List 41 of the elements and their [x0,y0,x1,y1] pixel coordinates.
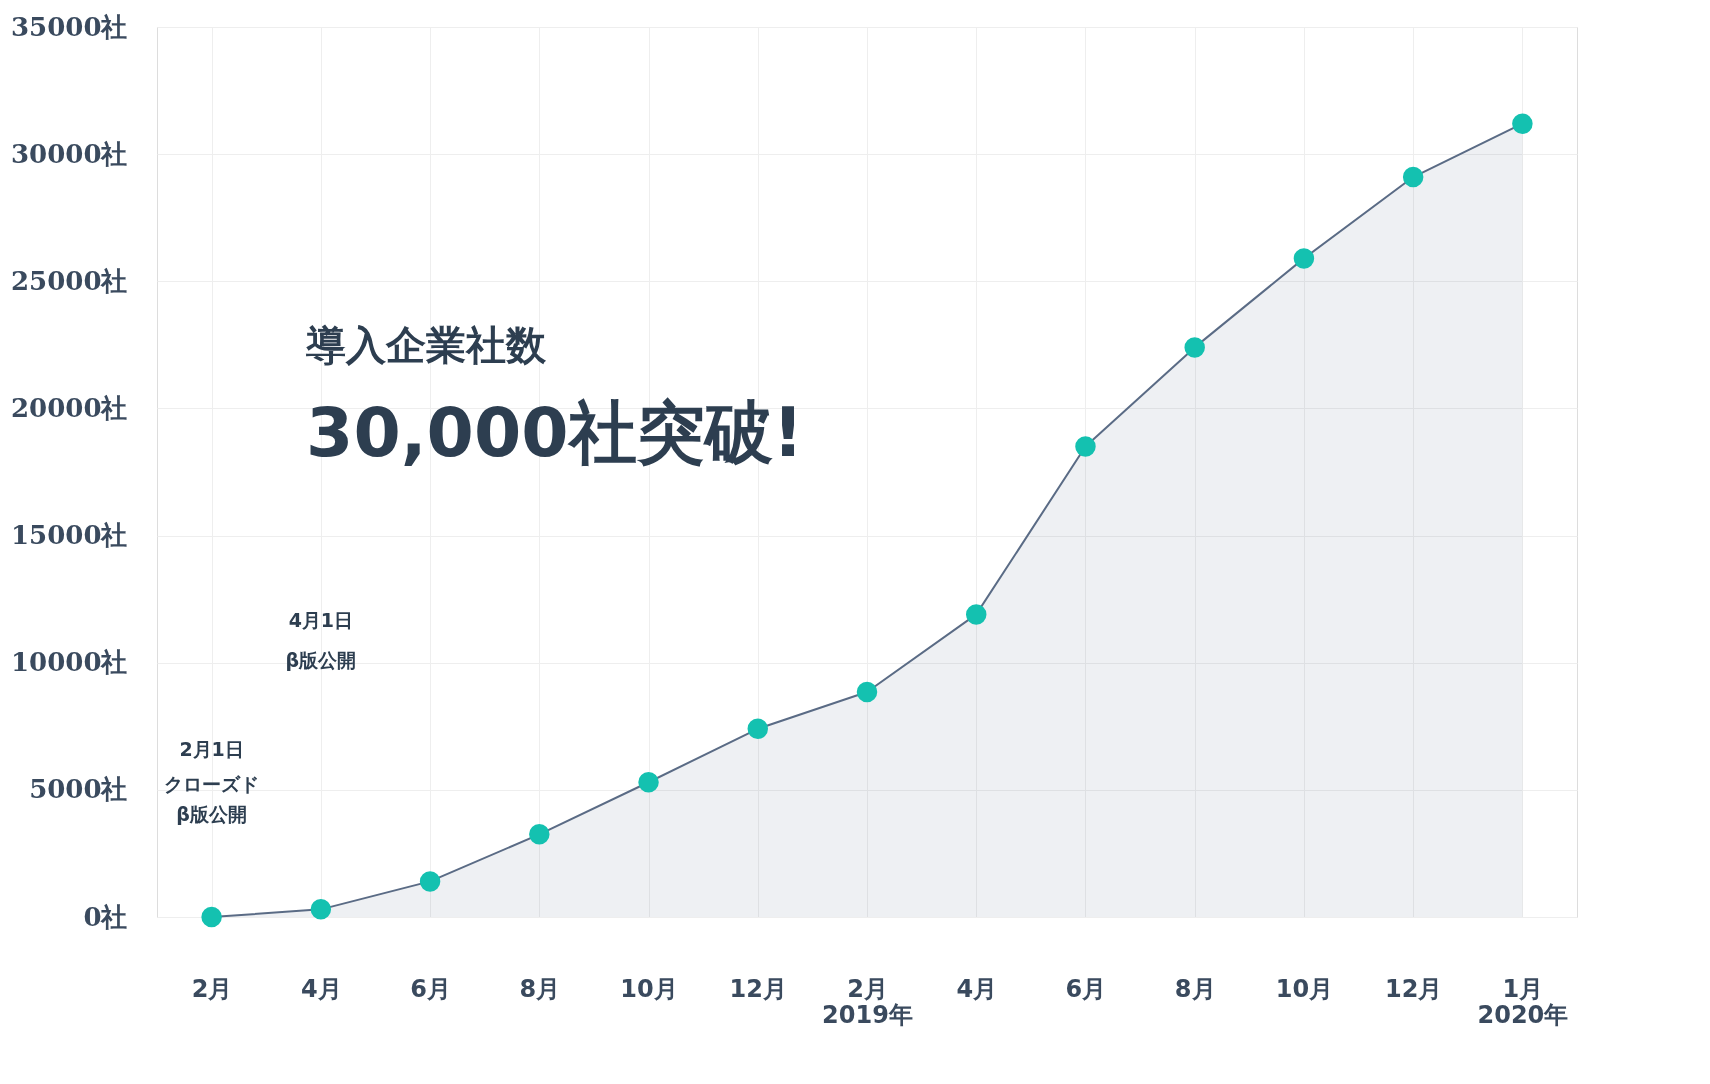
y-tick-label: 10000社 [11,647,128,678]
point [1075,436,1096,457]
x-tick-label: 10月 [620,974,678,1003]
point [747,718,769,740]
point [638,772,659,793]
point [856,681,878,703]
point [965,604,987,625]
point [529,824,550,845]
x-tick-label: 12月 [729,974,787,1003]
point [201,906,222,928]
x-tick-label: 4月 [956,974,998,1003]
y-tick-label: 30000社 [11,138,128,169]
y-tick-label: 0社 [83,901,128,932]
annotation: クローズド [164,773,260,796]
y-tick-label: 35000社 [11,11,128,42]
annotation: 導入企業社数 [305,322,548,369]
x-tick-label: 6月 [1065,974,1107,1003]
annotation: 2月1日 [179,737,244,760]
y-tick-label: 15000社 [11,520,128,551]
y-tick-label: 20000社 [11,392,128,423]
point [1293,248,1315,269]
y-tick-label: 25000社 [11,265,128,296]
x-tick-label: 2月 2019年 [822,974,913,1029]
x-tick-label: 12月 [1384,974,1443,1003]
x-tick-label: 8月 [1174,974,1216,1003]
x-tick-label: 10月 [1275,974,1334,1003]
annotation: β版公開 [285,648,357,671]
point [419,871,441,892]
x-tick-label: 8月 [519,974,561,1003]
point [1402,166,1424,188]
x-tick-label: 1月 2020年 [1477,974,1569,1029]
x-tick-label: 6月 [410,974,451,1003]
point [1184,337,1205,358]
annotation: 4月1日 [288,608,354,631]
point [1512,113,1533,134]
x-tick-label: 4月 [300,974,342,1003]
annotation: β版公開 [176,802,247,825]
y-tick-label: 5000社 [29,774,128,805]
annotation: 30,000社突破! [306,393,804,473]
x-tick-label: 2月 [191,974,233,1003]
point [310,899,332,920]
